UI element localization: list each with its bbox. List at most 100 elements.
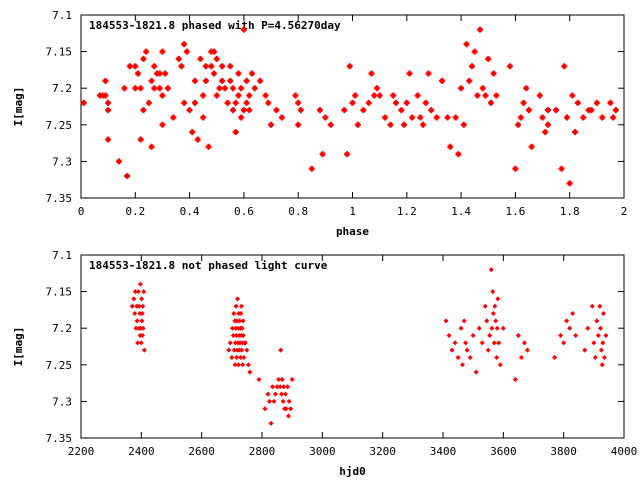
data-point xyxy=(273,391,279,397)
unphased-x-axis-label: hjd0 xyxy=(339,465,366,478)
data-point xyxy=(175,55,182,62)
data-point xyxy=(467,354,473,360)
data-point xyxy=(327,121,334,128)
data-point xyxy=(278,114,285,121)
y-tick-label: 7.35 xyxy=(46,432,73,445)
data-point xyxy=(610,114,617,121)
data-point xyxy=(213,92,220,99)
data-point xyxy=(506,63,513,70)
x-tick-label: 2 xyxy=(621,205,628,218)
x-tick-label: 0 xyxy=(78,205,85,218)
data-point xyxy=(135,340,141,346)
data-point xyxy=(414,92,421,99)
data-point xyxy=(192,99,199,106)
data-point xyxy=(247,369,253,375)
data-point xyxy=(493,92,500,99)
x-tick-label: 2600 xyxy=(188,445,215,458)
data-point xyxy=(205,143,212,150)
unphased-y-axis-label: I[mag] xyxy=(12,327,25,367)
data-point xyxy=(141,347,147,353)
data-point xyxy=(211,70,218,77)
data-point xyxy=(484,318,490,324)
data-point xyxy=(354,121,361,128)
data-point xyxy=(240,107,247,114)
x-tick-label: 1.2 xyxy=(397,205,417,218)
data-point xyxy=(246,92,253,99)
data-point xyxy=(211,48,218,55)
data-point xyxy=(230,85,237,92)
data-point xyxy=(491,340,497,346)
data-point xyxy=(595,333,601,339)
data-point xyxy=(276,376,282,382)
x-tick-label: 1.6 xyxy=(505,205,525,218)
data-point xyxy=(458,325,464,331)
data-point xyxy=(148,77,155,84)
data-point xyxy=(593,99,600,106)
data-point xyxy=(490,311,496,317)
data-point xyxy=(523,85,530,92)
data-point xyxy=(234,318,240,324)
data-point xyxy=(463,41,470,48)
data-point xyxy=(178,63,185,70)
data-point xyxy=(202,77,209,84)
data-point xyxy=(151,85,158,92)
x-tick-label: 1.8 xyxy=(560,205,580,218)
data-point xyxy=(224,99,231,106)
data-point xyxy=(189,129,196,136)
data-point xyxy=(344,151,351,158)
data-point xyxy=(520,99,527,106)
data-point xyxy=(151,63,158,70)
data-point xyxy=(245,362,251,368)
data-point xyxy=(194,136,201,143)
data-point xyxy=(360,107,367,114)
x-tick-label: 2800 xyxy=(249,445,276,458)
data-point xyxy=(200,114,207,121)
data-point xyxy=(181,99,188,106)
y-tick-label: 7.15 xyxy=(46,46,73,59)
data-point xyxy=(170,114,177,121)
data-point xyxy=(455,354,461,360)
data-point xyxy=(140,333,146,339)
data-point xyxy=(492,303,498,309)
y-tick-label: 7.2 xyxy=(52,82,72,95)
data-point xyxy=(482,92,489,99)
data-point xyxy=(295,99,302,106)
data-point xyxy=(479,85,486,92)
data-point xyxy=(243,77,250,84)
data-point xyxy=(352,92,359,99)
data-point xyxy=(447,143,454,150)
data-point xyxy=(141,289,147,295)
data-point xyxy=(139,311,145,317)
data-point xyxy=(524,347,530,353)
data-point xyxy=(251,85,258,92)
phased-y-axis-label: I[mag] xyxy=(12,87,25,127)
data-point xyxy=(246,107,253,114)
data-point xyxy=(132,311,138,317)
data-point xyxy=(382,114,389,121)
x-tick-label: 0.6 xyxy=(234,205,254,218)
data-point xyxy=(227,340,233,346)
data-point xyxy=(131,296,137,302)
data-point xyxy=(274,384,280,390)
data-point xyxy=(409,114,416,121)
data-point xyxy=(80,99,87,106)
phased-plot-area xyxy=(80,14,625,199)
data-point xyxy=(401,121,408,128)
data-point xyxy=(542,129,549,136)
data-point xyxy=(612,107,619,114)
data-point xyxy=(368,70,375,77)
data-point xyxy=(192,77,199,84)
data-point xyxy=(270,384,276,390)
data-point xyxy=(392,99,399,106)
data-point xyxy=(265,391,271,397)
data-point xyxy=(564,318,570,324)
data-point xyxy=(231,347,237,353)
data-point xyxy=(230,333,236,339)
phased-chart: 184553-1821.8 phased with P=4.56270day p… xyxy=(12,9,627,238)
data-point xyxy=(271,398,277,404)
data-point xyxy=(471,48,478,55)
data-point xyxy=(238,114,245,121)
data-point xyxy=(563,114,570,121)
data-point xyxy=(267,398,273,404)
x-tick-label: 0.4 xyxy=(180,205,200,218)
